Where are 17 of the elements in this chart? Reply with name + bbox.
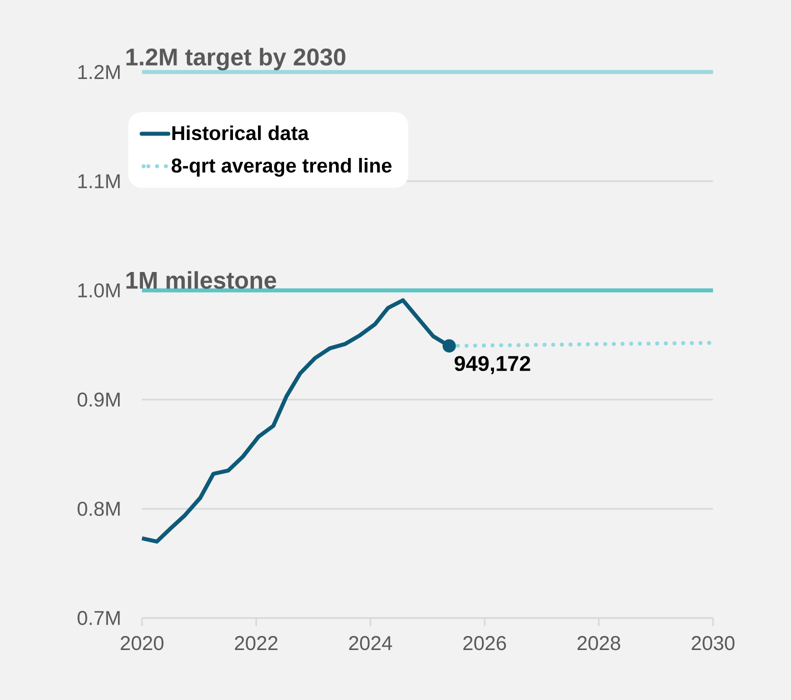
annotation: 949,172 [454,356,530,374]
legend-label: Historical data [172,125,309,140]
x-tick-label: 2024 [349,636,392,650]
x-tick-label: 2026 [463,636,506,650]
legend-label: 8-qrt average trend line [172,158,392,177]
ref-line-label: 1M milestone [126,271,276,289]
y-tick-label: 1.2M [78,65,120,79]
y-tick-label: 0.9M [78,392,120,407]
x-tick-label: 2028 [578,636,620,650]
y-tick-label: 1.1M [78,174,120,188]
ref-line-label: 1.2M target by 2030 [126,48,346,70]
y-tick-label: 1.0M [78,283,120,298]
x-tick-label: 2022 [234,636,278,650]
y-tick-label: 0.8M [78,502,120,516]
x-tick-label: 2030 [692,636,734,650]
x-tick-label: 2020 [120,636,164,650]
y-tick-label: 0.7M [78,610,120,626]
